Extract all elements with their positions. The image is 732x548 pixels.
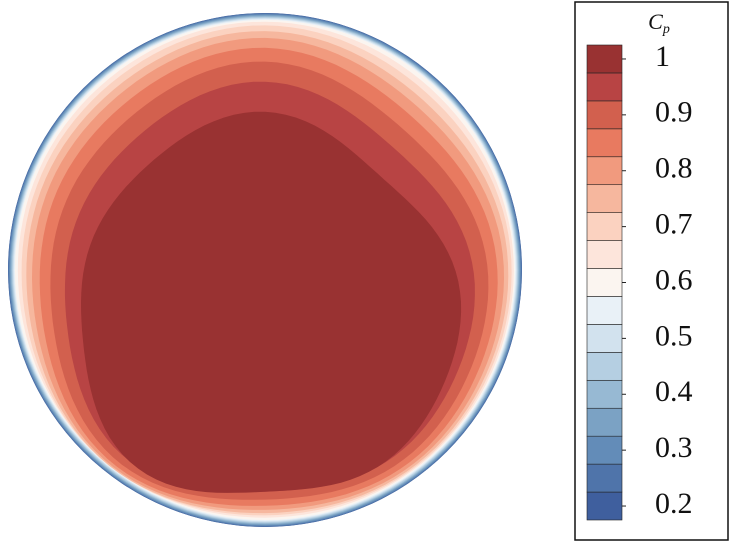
contour-field bbox=[8, 13, 522, 527]
colorbar-band bbox=[586, 44, 623, 74]
colorbar-band bbox=[586, 128, 623, 158]
colorbar-tick-label: 0.3 bbox=[655, 431, 693, 464]
colorbar-band bbox=[586, 184, 623, 213]
colorbar-tick-label: 0.5 bbox=[655, 319, 693, 352]
colorbar-band bbox=[586, 463, 623, 493]
colorbar-band bbox=[586, 72, 623, 102]
colorbar-band bbox=[586, 324, 623, 353]
colorbar-tick-label: 1 bbox=[655, 40, 670, 73]
colorbar-band bbox=[586, 491, 623, 521]
colorbar-tick-label: 0.8 bbox=[655, 152, 693, 185]
colorbar-tick-label: 0.7 bbox=[655, 208, 693, 241]
colorbar-band bbox=[586, 352, 623, 381]
colorbar-band bbox=[586, 268, 623, 297]
colorbar-band bbox=[586, 379, 623, 409]
colorbar-frame bbox=[574, 1, 729, 541]
contour-region bbox=[81, 111, 462, 493]
colorbar-band bbox=[586, 407, 623, 437]
colorbar-tick-label: 0.4 bbox=[655, 375, 693, 408]
colorbar-subscript: p bbox=[662, 22, 670, 37]
colorbar-tick-label: 0.9 bbox=[655, 96, 693, 129]
colorbar-band bbox=[586, 296, 623, 325]
colorbar-band bbox=[586, 240, 623, 269]
colorbar-band bbox=[586, 435, 623, 465]
colorbar-tick-label: 0.2 bbox=[655, 487, 693, 520]
colorbar-band bbox=[586, 212, 623, 241]
colorbar-band bbox=[586, 100, 623, 130]
colorbar-title: Cp bbox=[648, 9, 670, 37]
colorbar-tick-label: 0.6 bbox=[655, 263, 693, 296]
colorbar-band bbox=[586, 156, 623, 186]
colorbar-symbol: C bbox=[648, 9, 663, 34]
